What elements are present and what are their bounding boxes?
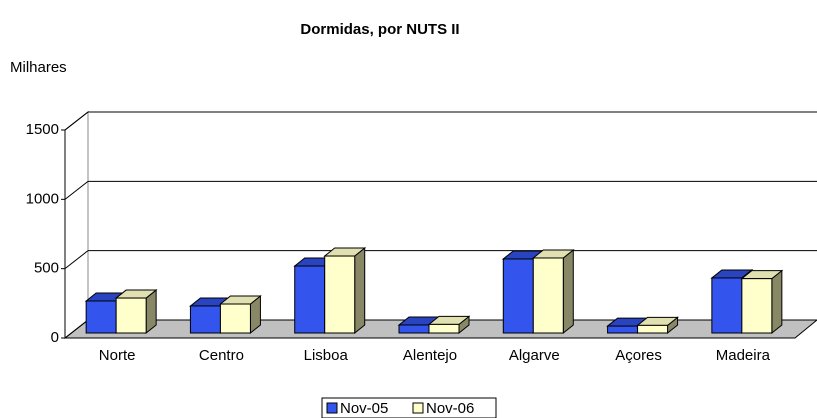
grid-line-side	[64, 180, 89, 200]
bar-side	[771, 269, 783, 335]
bar-front	[398, 324, 430, 334]
chart-title: Dormidas, por NUTS II	[300, 21, 459, 38]
legend-swatch	[412, 402, 424, 414]
x-tick-label: Lisboa	[304, 347, 349, 364]
bar-front	[189, 305, 221, 334]
legend-label: Nov-06	[426, 400, 474, 417]
bar-front	[532, 257, 564, 334]
x-tick-label: Alentejo	[403, 347, 457, 364]
x-tick-label: Açores	[615, 347, 662, 364]
x-tick-label: Madeira	[716, 347, 771, 364]
bar-front	[324, 255, 356, 334]
x-tick-label: Norte	[99, 347, 136, 364]
legend-swatch	[326, 402, 338, 414]
bar-front	[502, 258, 534, 334]
bar-side	[354, 246, 366, 335]
bar-front	[741, 278, 773, 334]
bar-front	[294, 265, 326, 334]
legend-box	[321, 397, 497, 418]
grid-line-side	[64, 250, 89, 270]
side-wall	[64, 110, 89, 340]
bar-front	[607, 325, 639, 334]
bar	[323, 246, 367, 335]
bar-front	[711, 277, 743, 334]
bar	[531, 248, 575, 335]
legend: Nov-05 Nov-06	[321, 397, 497, 418]
bar	[219, 294, 262, 335]
grid-line-side	[64, 319, 89, 339]
x-tick-label: Centro	[199, 347, 244, 364]
y-tick-label: 500	[34, 260, 59, 277]
y-tick-label: 1000	[26, 190, 59, 207]
y-tick-label: 0	[51, 329, 59, 346]
bar	[740, 269, 784, 335]
legend-label: Nov-05	[340, 400, 388, 417]
y-tick-label: 1500	[26, 121, 59, 138]
bar-front	[85, 300, 117, 334]
bar	[636, 316, 679, 335]
bar-front	[428, 323, 460, 334]
bar-front	[637, 324, 669, 334]
x-tick-label: Algarve	[509, 347, 560, 364]
bar	[427, 315, 471, 335]
grid-line-side	[64, 111, 89, 131]
y-axis-label: Milhares	[10, 59, 67, 76]
bar-front	[219, 303, 251, 334]
bar	[114, 289, 158, 335]
bar-side	[562, 248, 574, 335]
bar-front	[115, 297, 147, 334]
